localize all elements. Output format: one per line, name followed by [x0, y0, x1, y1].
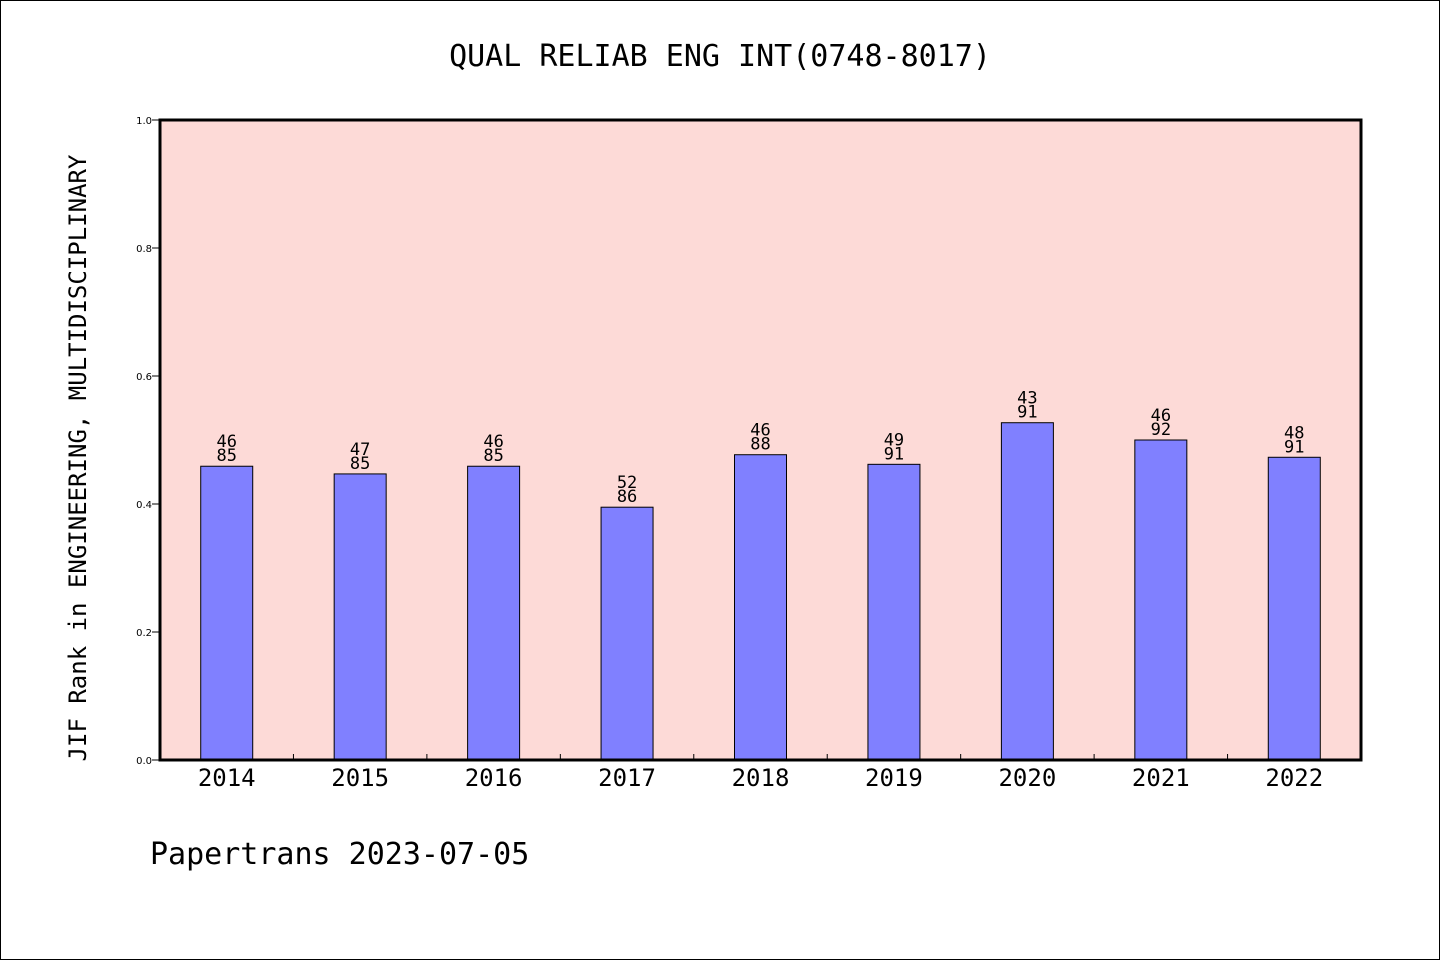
plot-border	[158, 118, 1363, 762]
x-tick-label: 2020	[998, 764, 1056, 792]
bar-label-rank: 46	[1151, 406, 1171, 426]
bar-label-total: 91	[1284, 437, 1304, 457]
bar-label-rank: 47	[350, 440, 370, 460]
bar-2021	[1134, 439, 1188, 761]
bar-2018	[734, 454, 787, 761]
bar-label-total: 85	[216, 446, 236, 466]
x-tick-label: 2017	[598, 764, 656, 792]
bar-label-total: 92	[1151, 420, 1171, 440]
bar-2014	[200, 465, 254, 761]
y-tick-label: 0.2	[136, 628, 152, 639]
bar-label-rank: 43	[1017, 389, 1037, 409]
bar-2019	[867, 463, 921, 761]
y-tick-label: 0.0	[136, 756, 152, 767]
bar-label-total: 86	[617, 487, 637, 507]
x-tick-label: 2016	[465, 764, 523, 792]
bar-label-total: 85	[483, 446, 503, 466]
bar-label-rank: 46	[750, 421, 770, 441]
bar-label-rank: 49	[884, 430, 904, 450]
y-tick-label: 0.8	[136, 244, 152, 255]
x-tick-label: 2022	[1265, 764, 1323, 792]
bar-2016	[467, 465, 521, 761]
x-ticks-group: 2014 2015 2016 2017 2018 2019 2020 2021 2022	[198, 754, 1323, 792]
bar-label-total: 85	[350, 454, 370, 474]
bar-label-rank: 46	[483, 432, 503, 452]
bar-label-total: 88	[750, 435, 770, 455]
bar-2022	[1267, 456, 1321, 761]
bar-label-total: 91	[884, 444, 904, 464]
x-tick-label: 2019	[865, 764, 923, 792]
bar-label-total: 91	[1017, 403, 1037, 423]
bar-label-rank: 46	[216, 432, 236, 452]
x-tick-label: 2018	[732, 764, 790, 792]
bar-label-rank: 48	[1284, 423, 1304, 443]
footer-text: Papertrans 2023-07-05	[150, 837, 529, 872]
y-tick-label: 0.4	[136, 500, 152, 511]
bar-2020	[1000, 422, 1054, 761]
bar-2017	[600, 506, 654, 761]
y-tick-label: 1.0	[136, 116, 152, 127]
y-axis-label: JIF Rank in ENGINEERING, MULTIDISCIPLINA…	[64, 154, 92, 761]
bar-label-rank: 52	[617, 473, 637, 493]
x-tick-label: 2014	[198, 764, 256, 792]
bar-2015	[333, 473, 387, 761]
x-tick-label: 2021	[1132, 764, 1190, 792]
y-ticks-group: 0.0 0.2 0.4 0.6 0.8 1.0	[136, 116, 160, 767]
x-tick-label: 2015	[331, 764, 389, 792]
y-tick-label: 0.6	[136, 372, 152, 383]
chart-title: QUAL RELIAB ENG INT(0748-8017)	[449, 39, 991, 74]
